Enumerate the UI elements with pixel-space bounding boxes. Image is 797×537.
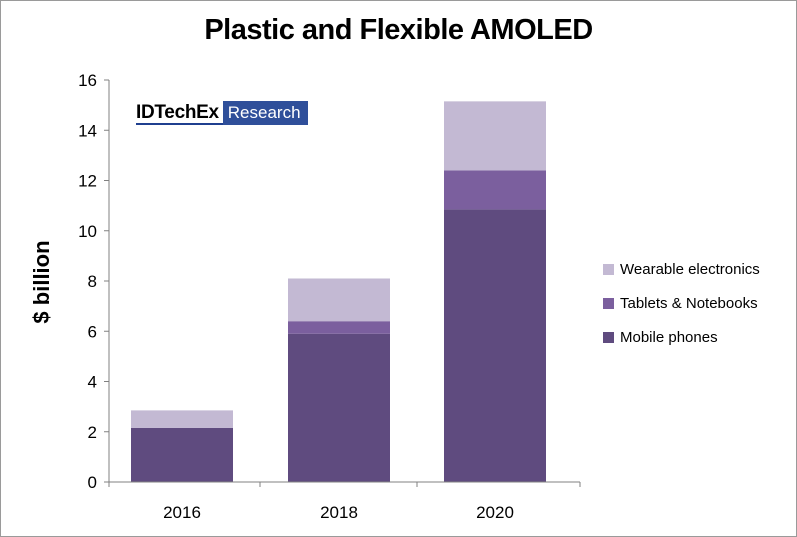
legend-swatch-tablets (603, 297, 614, 309)
x-tick-label-2018: 2018 (320, 503, 358, 522)
legend-label-mobile: Mobile phones (620, 328, 718, 346)
x-tick-label-2016: 2016 (163, 503, 201, 522)
legend: Wearable electronics Tablets & Notebooks… (603, 252, 760, 354)
bar-2020-tablets-notebooks (444, 170, 546, 210)
y-tick-label-2: 2 (88, 423, 97, 442)
bar-2018-wearable-electronics (288, 278, 390, 322)
legend-swatch-mobile (603, 331, 614, 343)
axes-layer: 0 2 4 6 8 10 12 14 16 2016 2018 2020 (78, 71, 581, 522)
chart-title: Plastic and Flexible AMOLED (204, 14, 593, 46)
legend-item-wearable: Wearable electronics (603, 252, 760, 286)
legend-item-tablets: Tablets & Notebooks (603, 286, 760, 320)
legend-label-tablets: Tablets & Notebooks (620, 294, 758, 312)
idtechex-logo: IDTechEx Research (136, 101, 308, 125)
bar-2018-tablets-notebooks (288, 321, 390, 334)
y-tick-label-0: 0 (88, 473, 97, 492)
legend-label-wearable: Wearable electronics (620, 260, 760, 278)
y-tick-label-12: 12 (78, 172, 97, 191)
logo-brand: IDTechEx (136, 101, 223, 125)
x-tick-label-2020: 2020 (476, 503, 514, 522)
legend-item-mobile: Mobile phones (603, 320, 760, 354)
bar-2020-wearable-electronics (444, 101, 546, 171)
y-tick-label-10: 10 (78, 222, 97, 241)
y-tick-label-14: 14 (78, 121, 97, 140)
y-tick-label-8: 8 (88, 272, 97, 291)
y-tick-label-16: 16 (78, 71, 97, 90)
bar-2016-wearable-electronics (131, 410, 233, 428)
bar-2016-mobile-phones (131, 427, 233, 482)
bar-2018-mobile-phones (288, 333, 390, 482)
logo-research: Research (222, 101, 308, 125)
bars-layer (131, 101, 546, 483)
legend-swatch-wearable (603, 263, 614, 275)
y-tick-label-6: 6 (88, 322, 97, 341)
bar-2020-mobile-phones (444, 209, 546, 483)
y-tick-label-4: 4 (88, 373, 97, 392)
